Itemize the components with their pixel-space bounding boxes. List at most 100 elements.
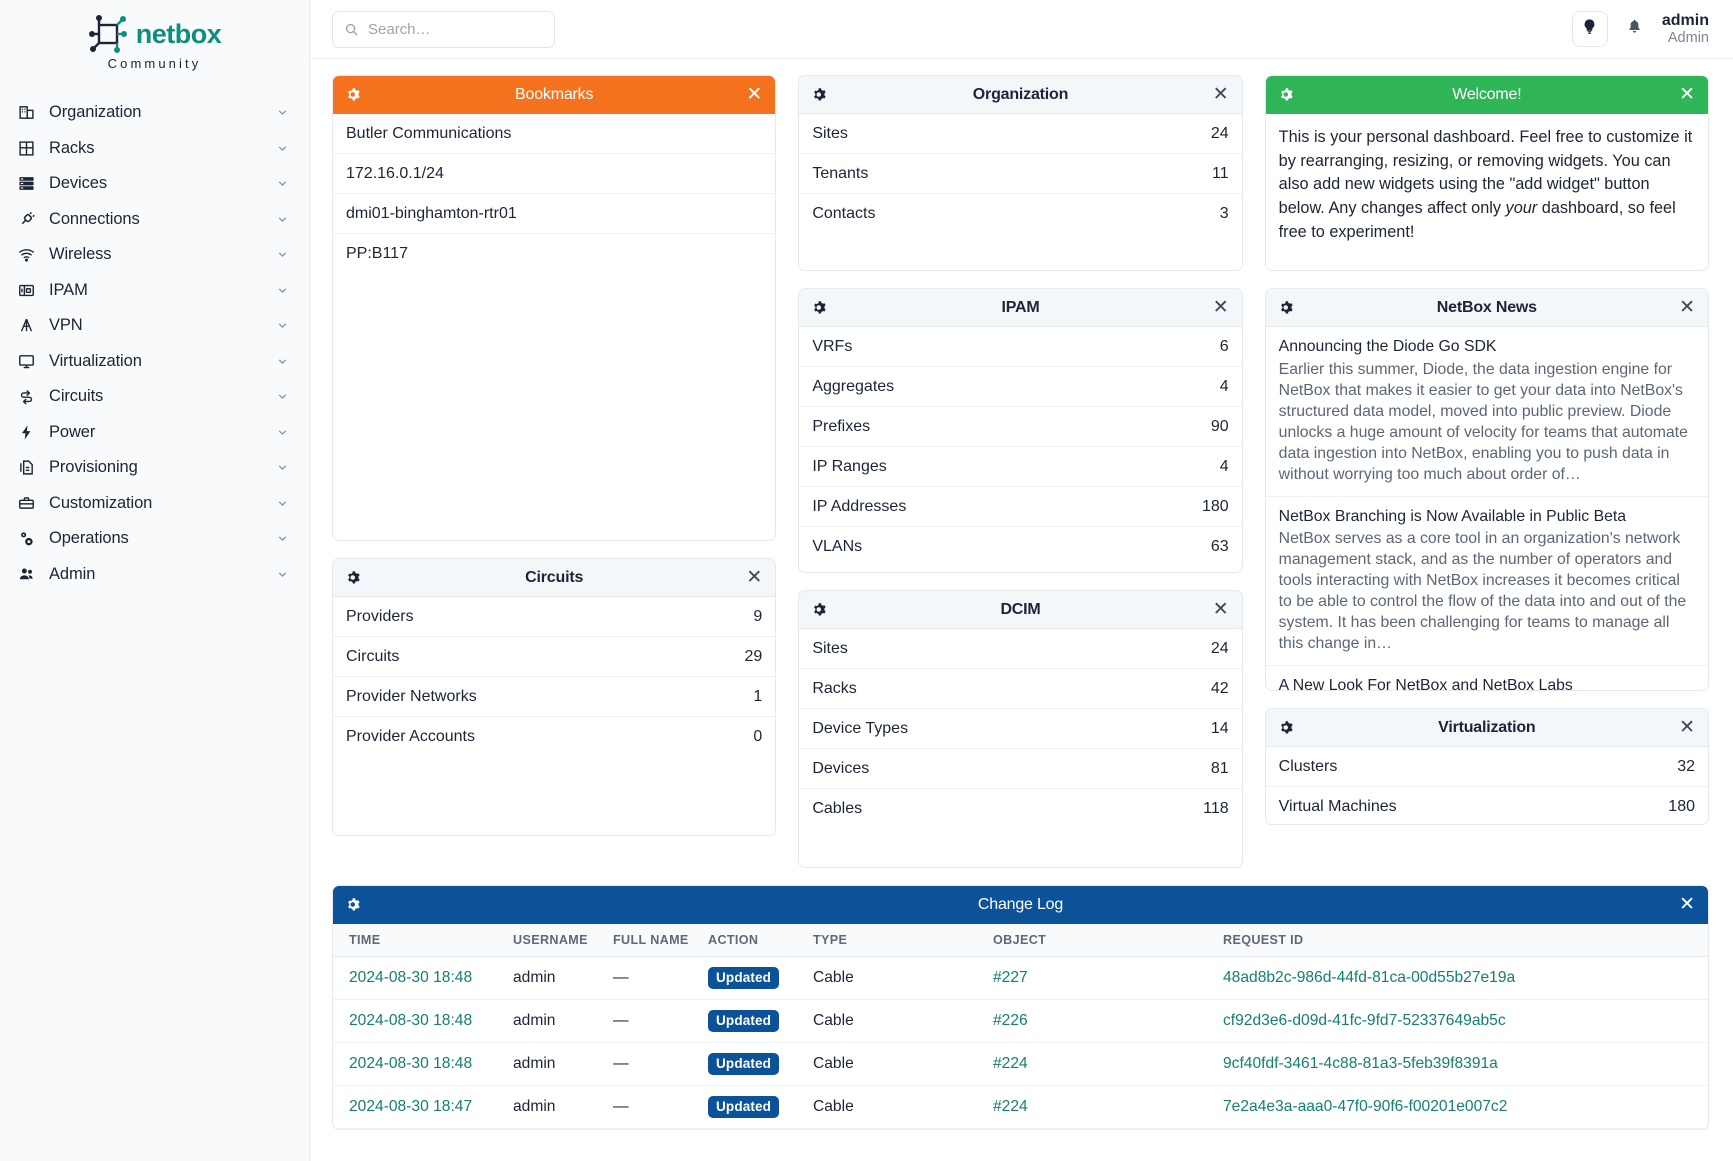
close-icon[interactable]: ✕ (1679, 297, 1695, 318)
close-icon[interactable]: ✕ (746, 567, 763, 588)
list-item[interactable]: Butler Communications (333, 114, 776, 154)
user-menu[interactable]: admin Admin (1662, 12, 1709, 46)
notifications-button[interactable] (1622, 14, 1648, 44)
stat-row[interactable]: Provider Networks 1 (333, 677, 776, 717)
changelog-time-link[interactable]: 2024-08-30 18:48 (349, 969, 473, 986)
column-header-time[interactable]: TIME (333, 924, 513, 957)
chevron-down-icon (276, 213, 289, 226)
widget-body: TIME USERNAME FULL NAME ACTION TYPE OBJE… (333, 924, 1708, 1129)
gear-icon[interactable] (346, 897, 361, 912)
stat-row[interactable]: Provider Accounts 0 (333, 717, 775, 757)
welcome-text-part2: dashboard, so feel free to experiment! (1278, 198, 1676, 241)
gear-icon[interactable] (812, 300, 827, 315)
close-icon[interactable]: ✕ (746, 84, 763, 105)
stat-row[interactable]: VRFs 6 (799, 327, 1242, 367)
column-header-full-name[interactable]: FULL NAME (613, 924, 708, 957)
changelog-object-link[interactable]: #224 (993, 1055, 1028, 1072)
search-box[interactable] (332, 10, 567, 48)
sidebar-item-customization[interactable]: Customization (0, 486, 309, 522)
sidebar-item-virtualization[interactable]: Virtualization (0, 344, 309, 380)
list-item[interactable]: dmi01-binghamton-rtr01 (333, 194, 776, 234)
column-header-action[interactable]: ACTION (708, 924, 813, 957)
sidebar-item-operations[interactable]: Operations (0, 521, 309, 557)
changelog-request-id-link[interactable]: cf92d3e6-d09d-41fc-9fd7-52337649ab5c (1223, 1012, 1506, 1029)
changelog-request-id-link[interactable]: 7e2a4e3a-aaa0-47f0-90f6-f00201e007c2 (1223, 1098, 1508, 1115)
stat-row[interactable]: Prefixes 90 (799, 407, 1242, 447)
theme-toggle-button[interactable] (1571, 11, 1608, 47)
table-row[interactable]: 2024-08-30 18:48 admin — Updated Cable #… (333, 999, 1708, 1043)
changelog-request-id-link[interactable]: 9cf40fdf-3461-4c88-81a3-5feb39f8391a (1223, 1055, 1498, 1072)
stat-row[interactable]: Aggregates 4 (799, 367, 1242, 407)
sidebar-item-vpn[interactable]: VPN (0, 308, 309, 344)
gear-icon[interactable] (1279, 720, 1294, 735)
sidebar-item-connections[interactable]: Connections (0, 202, 309, 238)
news-body: Earlier this summer, Diode, the data ing… (1278, 360, 1688, 483)
column-header-type[interactable]: TYPE (813, 924, 993, 957)
stat-label: Prefixes (812, 417, 871, 435)
sidebar-item-power[interactable]: Power (0, 415, 309, 451)
sidebar-item-devices[interactable]: Devices (0, 166, 309, 202)
sidebar-item-ipam[interactable]: IPAM (0, 273, 309, 309)
changelog-object-link[interactable]: #226 (993, 1012, 1028, 1029)
changelog-request-id-link[interactable]: 48ad8b2c-986d-44fd-81ca-00d55b27e19a (1223, 969, 1516, 986)
gear-icon[interactable] (1279, 87, 1294, 102)
table-row[interactable]: 2024-08-30 18:48 admin — Updated Cable #… (333, 1042, 1708, 1086)
chevron-down-icon (276, 177, 289, 190)
stat-row[interactable]: IP Ranges 4 (799, 447, 1242, 487)
list-item[interactable]: 172.16.0.1/24 (333, 154, 776, 194)
news-item[interactable]: A New Look For NetBox and NetBox Labs (1266, 666, 1708, 690)
changelog-time-link[interactable]: 2024-08-30 18:48 (349, 1055, 473, 1072)
gear-icon[interactable] (1279, 300, 1294, 315)
close-icon[interactable]: ✕ (1212, 84, 1229, 105)
gear-icon[interactable] (346, 570, 361, 585)
news-item[interactable]: NetBox Branching is Now Available in Pub… (1265, 497, 1708, 667)
stat-row[interactable]: Sites 24 (799, 114, 1242, 154)
brand-logo[interactable]: netbox Community (0, 6, 309, 89)
news-item[interactable]: Announcing the Diode Go SDK Earlier this… (1265, 327, 1708, 497)
sidebar-item-provisioning[interactable]: Provisioning (0, 450, 309, 486)
stat-row[interactable]: Clusters 32 (1265, 747, 1708, 787)
table-row[interactable]: 2024-08-30 18:47 admin — Updated Cable #… (333, 1085, 1708, 1129)
column-header-username[interactable]: USERNAME (513, 924, 613, 957)
column-header-request-id[interactable]: REQUEST ID (1223, 924, 1708, 957)
racks-icon (18, 139, 40, 157)
close-icon[interactable]: ✕ (1679, 84, 1695, 105)
stat-row[interactable]: Device Types 14 (799, 709, 1242, 749)
stat-label: Devices (812, 759, 870, 777)
stat-row[interactable]: Sites 24 (799, 629, 1242, 669)
stat-row[interactable]: Providers 9 (333, 597, 776, 637)
stat-row[interactable]: Tenants 11 (799, 154, 1242, 194)
gear-icon[interactable] (812, 87, 827, 102)
gear-icon[interactable] (812, 602, 827, 617)
stat-row[interactable]: VLANs 63 (799, 527, 1241, 567)
stat-row[interactable]: Circuits 29 (333, 637, 776, 677)
sidebar-item-label: IPAM (49, 280, 88, 299)
sidebar-item-racks[interactable]: Racks (0, 131, 309, 167)
stat-value: 63 (1210, 538, 1229, 555)
stat-label: Sites (812, 639, 848, 657)
close-icon[interactable]: ✕ (1679, 717, 1695, 738)
close-icon[interactable]: ✕ (1679, 894, 1695, 915)
stat-row[interactable]: Contacts 3 (799, 194, 1241, 234)
stat-row[interactable]: Cables 118 (799, 789, 1241, 829)
column-header-object[interactable]: OBJECT (993, 924, 1223, 957)
stat-row[interactable]: Racks 42 (799, 669, 1242, 709)
stat-row[interactable]: Devices 81 (799, 749, 1242, 789)
close-icon[interactable]: ✕ (1212, 599, 1229, 620)
changelog-object-link[interactable]: #227 (993, 969, 1028, 986)
changelog-time-link[interactable]: 2024-08-30 18:47 (349, 1098, 473, 1115)
table-row[interactable]: 2024-08-30 18:48 admin — Updated Cable #… (333, 956, 1708, 1000)
changelog-time-link[interactable]: 2024-08-30 18:48 (349, 1012, 473, 1029)
gear-icon[interactable] (346, 87, 361, 102)
stat-row[interactable]: Virtual Machines 180 (1266, 787, 1708, 824)
sidebar-item-circuits[interactable]: Circuits (0, 379, 309, 415)
search-input[interactable] (368, 20, 567, 38)
close-icon[interactable]: ✕ (1212, 297, 1229, 318)
changelog-object-link[interactable]: #224 (993, 1098, 1028, 1115)
stat-row[interactable]: IP Addresses 180 (799, 487, 1242, 527)
list-item[interactable]: PP:B117 (346, 245, 408, 262)
sidebar-item-admin[interactable]: Admin (0, 557, 309, 593)
sidebar-item-wireless[interactable]: Wireless (0, 237, 309, 273)
sidebar-item-organization[interactable]: Organization (0, 95, 309, 131)
status-badge: Updated (708, 967, 780, 989)
